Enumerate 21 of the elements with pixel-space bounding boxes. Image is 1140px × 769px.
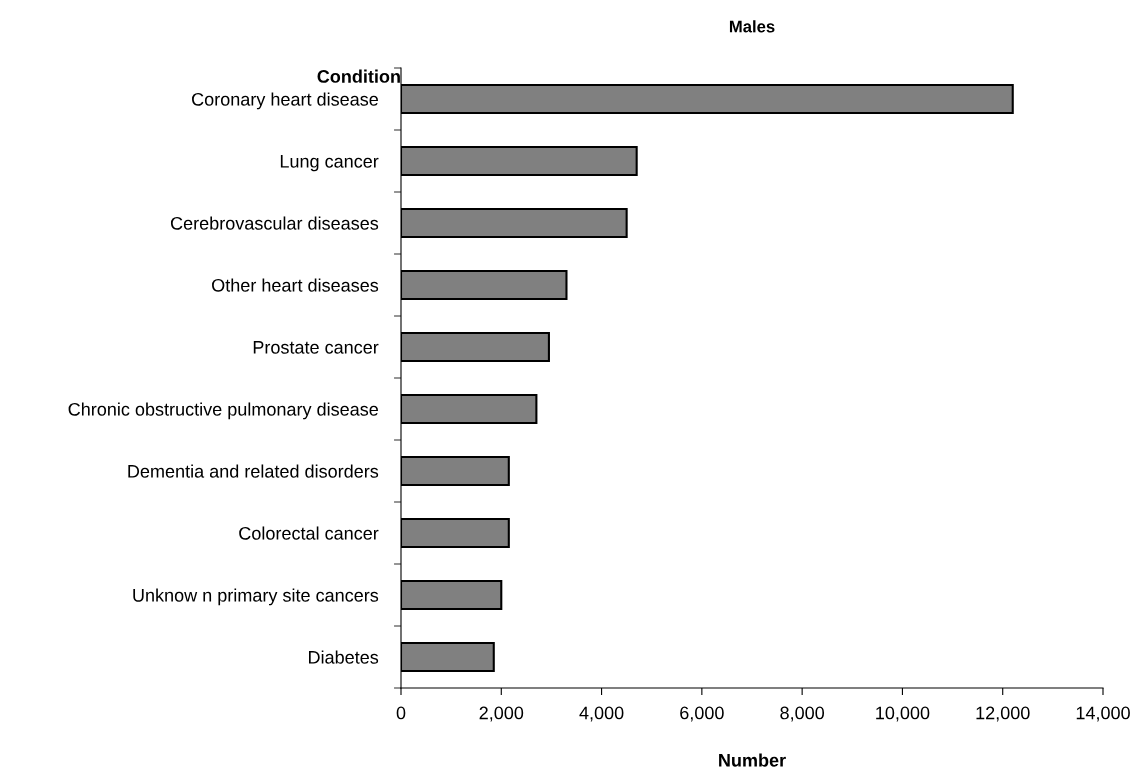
- y-tick-label: Diabetes: [309, 650, 379, 664]
- x-tick-label: 10,000: [876, 706, 930, 722]
- x-tick-label: 14,000: [1076, 706, 1130, 722]
- y-tick-label: Dementia and related disorders: [128, 464, 379, 478]
- y-tick-label: Unknow n primary site cancers: [133, 588, 379, 606]
- y-tick-label: Chronic obstructive pulmonary disease: [68, 402, 378, 420]
- x-axis-title: Number: [719, 753, 786, 767]
- y-tick-label: Other heart diseases: [212, 278, 379, 292]
- x-tick-label: 2,000: [479, 706, 524, 722]
- x-tick-label: 4,000: [579, 706, 624, 722]
- x-tick-label: 0: [396, 706, 406, 720]
- y-tick-label: Coronary heart disease: [192, 92, 378, 110]
- y-tick-label: Cerebrovascular diseases: [170, 216, 379, 230]
- chart-title: Males: [729, 20, 775, 33]
- x-tick-label: 12,000: [976, 706, 1030, 722]
- x-tick-label: 8,000: [780, 706, 825, 722]
- y-axis-title: Condition: [317, 69, 400, 83]
- x-tick-label: 6,000: [680, 706, 724, 722]
- y-tick-label: Prostate cancer: [253, 341, 379, 354]
- y-tick-label: Lung cancer: [280, 155, 379, 172]
- y-tick-label: Colorectal cancer: [239, 526, 379, 540]
